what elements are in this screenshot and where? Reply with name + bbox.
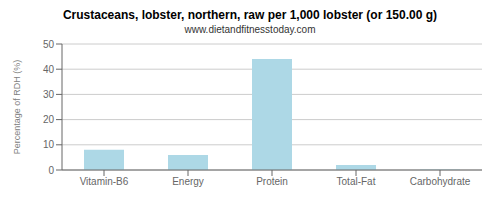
- svg-text:30: 30: [43, 89, 55, 100]
- svg-text:50: 50: [43, 39, 55, 50]
- svg-text:Energy: Energy: [172, 176, 204, 187]
- svg-text:0: 0: [48, 165, 54, 176]
- svg-text:10: 10: [43, 139, 55, 150]
- svg-text:Total-Fat: Total-Fat: [337, 176, 376, 187]
- html-text:www.dietandfitnesstoday.com: www.dietandfitnesstoday.com: [184, 24, 316, 35]
- svg-text:Carbohydrate: Carbohydrate: [410, 176, 471, 187]
- svg-text:20: 20: [43, 114, 55, 125]
- svg-text:Vitamin-B6: Vitamin-B6: [80, 176, 129, 187]
- svg-text:40: 40: [43, 64, 55, 75]
- html-text:Crustaceans, lobster, northern: Crustaceans, lobster, northern, raw per …: [62, 8, 438, 22]
- svg-text:Protein: Protein: [256, 176, 288, 187]
- svg-text:Percentage of RDH (%): Percentage of RDH (%): [12, 60, 22, 155]
